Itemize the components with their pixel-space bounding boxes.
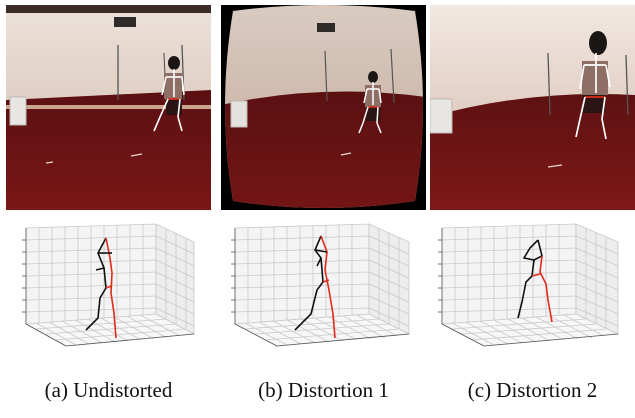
plot-grid [233,223,411,347]
photo-undistorted [6,5,211,210]
panel-undistorted: (a) Undistorted [6,0,211,418]
skeleton-3d [517,239,553,323]
pose-3d-plot [231,223,411,347]
photo-image [221,5,426,210]
panel-distortion-1: (b) Distortion 1 [221,0,426,418]
caption-distortion-1: (b) Distortion 1 [258,378,389,402]
projector [317,23,335,32]
pose-3d-plot [438,223,620,347]
photo-image [430,5,635,210]
plot-grid [440,223,620,347]
caption-distortion-2: (c) Distortion 2 [467,378,598,402]
person-skeleton-overlay [358,71,382,134]
person-skeleton-overlay [153,56,185,132]
person-skeleton-overlay [575,31,611,140]
pose-plot-undistorted [6,218,211,368]
photo-distortion-2 [430,5,635,210]
photo-image [6,5,211,210]
pose-plot-distortion-2 [430,218,635,368]
plot-grid [24,223,196,347]
plot-axes [438,228,619,347]
pose-3d-plot [22,223,196,347]
projector [114,17,136,27]
panel-distortion-2: (c) Distortion 2 [430,0,635,418]
photo-distortion-1 [221,5,426,210]
skeleton-3d [294,235,336,339]
skeleton-3d [85,237,117,339]
plot-axes [22,228,195,347]
plot-axes [231,228,410,347]
radiator [9,96,27,126]
caption-undistorted: (a) Undistorted [44,378,173,402]
pose-plot-distortion-1 [221,218,426,368]
